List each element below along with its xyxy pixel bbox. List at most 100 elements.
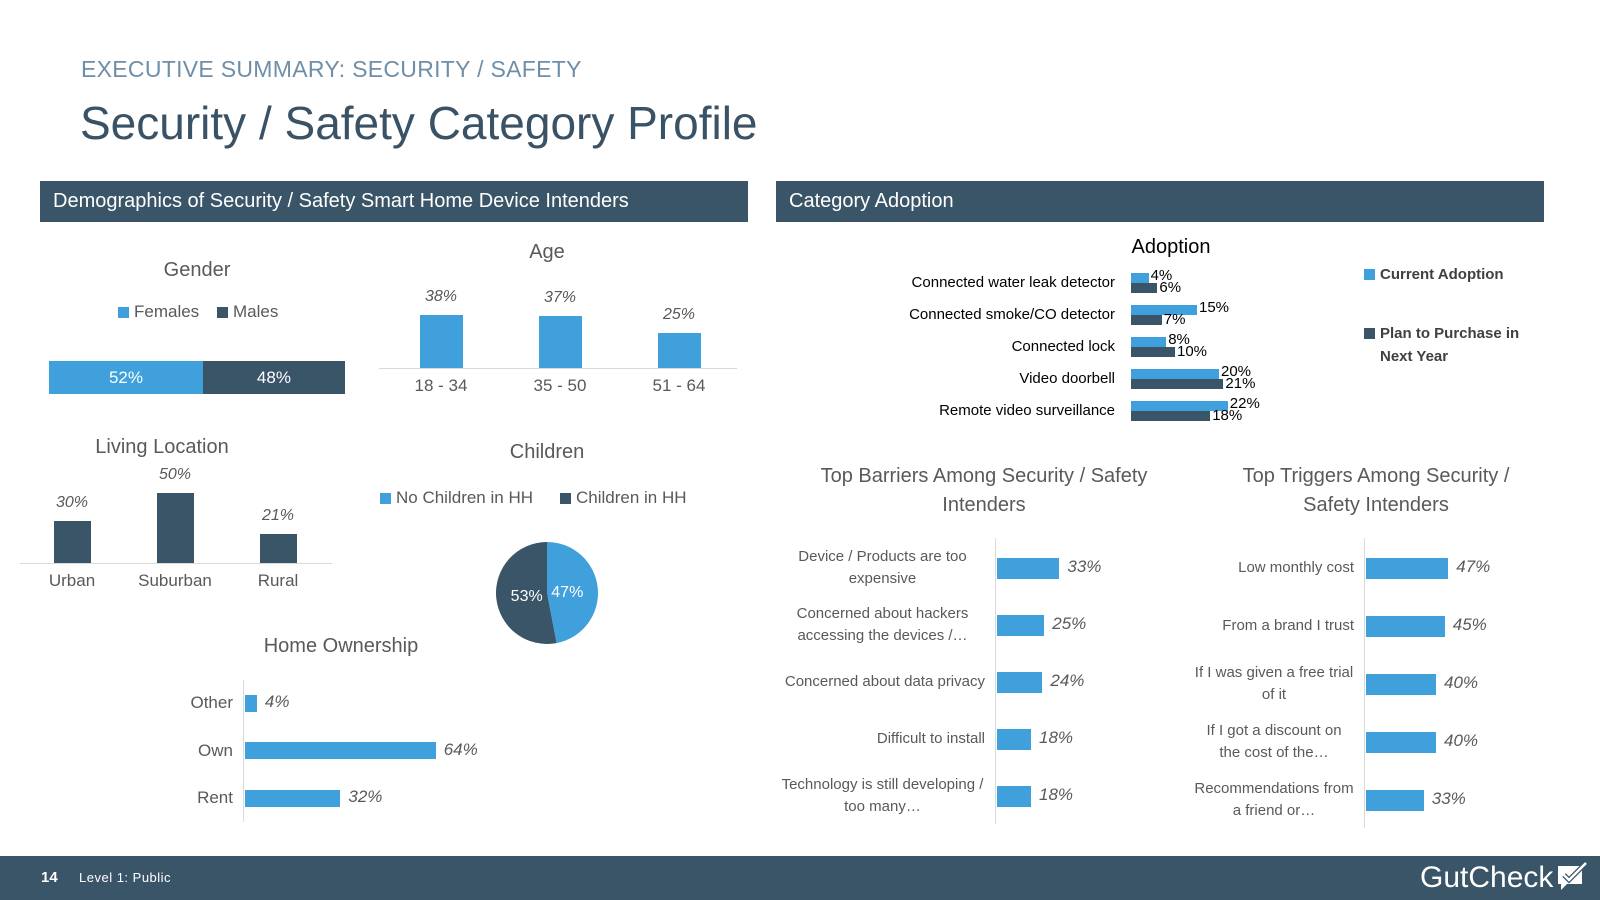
category-text: Own	[198, 740, 233, 760]
category-label: Connected lock	[1011, 338, 1115, 355]
section-kicker: EXECUTIVE SUMMARY: SECURITY / SAFETY	[81, 56, 582, 82]
category-label: If I was given a free trial of it	[1194, 660, 1354, 708]
data-label: 18%	[1039, 728, 1074, 747]
age-axis	[379, 368, 737, 369]
category-text: Rent	[197, 788, 233, 807]
row-bar	[1366, 789, 1424, 811]
data-label: 21%	[261, 506, 295, 524]
gender-bar-females: 52%	[49, 361, 203, 394]
row-bar	[997, 614, 1045, 636]
legend-label: Plan to Purchase in Next Year	[1380, 325, 1520, 365]
checkmark-icon	[1558, 862, 1589, 890]
row-bar	[1366, 615, 1445, 637]
category-label: From a brand I trust	[1194, 602, 1354, 650]
children-legend-no-children: No Children in HH	[380, 488, 533, 508]
data-label: 6%	[1159, 279, 1182, 296]
logo-text: GutCheck	[1420, 861, 1554, 894]
category-label: Suburban	[138, 571, 212, 590]
data-label: 45%	[1452, 615, 1487, 634]
category-text: From a brand I trust	[1222, 617, 1354, 634]
row-bar	[1131, 401, 1228, 411]
data-label: 4%	[1150, 267, 1173, 284]
legend-label: Males	[233, 302, 279, 321]
data-label: 30%	[55, 494, 89, 511]
category-text: Other	[190, 693, 233, 712]
data-label: 33%	[1067, 557, 1102, 576]
data-label: 40%	[1444, 673, 1479, 692]
data-label: 32%	[348, 787, 383, 806]
category-label: Connected water leak detector	[911, 274, 1115, 291]
category-label: 35 - 50	[533, 376, 587, 395]
data-label: 7%	[1163, 311, 1186, 328]
legend-swatch-icon	[380, 492, 391, 504]
home-ownership-axis	[243, 680, 244, 822]
category-label: Concerned about hackers accessing the de…	[780, 601, 985, 649]
data-label: 40%	[1444, 731, 1479, 750]
legend-swatch-icon	[1364, 328, 1375, 339]
category-label: Urban	[48, 571, 96, 590]
row-bar	[997, 785, 1032, 807]
barriers-title: Top Barriers Among Security / Safety Int…	[820, 465, 1148, 516]
data-label: 15%	[1199, 299, 1230, 316]
data-label: 37%	[543, 289, 577, 307]
gender-title: Gender	[163, 259, 231, 281]
legend-swatch-icon	[217, 306, 228, 318]
living-location-axis	[20, 563, 332, 564]
data-label: 47%	[1456, 557, 1491, 576]
data-label: 64%	[443, 739, 478, 759]
row-bar	[997, 671, 1043, 693]
column-bar	[657, 333, 701, 368]
legend-swatch-icon	[1364, 269, 1375, 280]
barriers-axis	[995, 538, 996, 824]
column-bar	[538, 316, 582, 368]
row-bar	[1366, 673, 1436, 695]
row-bar	[1131, 283, 1158, 293]
category-label: Recommendations from a friend or…	[1194, 776, 1354, 824]
data-label: 21%	[1225, 375, 1256, 392]
data-label: 8%	[1168, 331, 1190, 348]
data-label: 20%	[1221, 363, 1252, 380]
data-label: 50%	[158, 466, 192, 483]
row-bar	[997, 557, 1060, 579]
pie-slice-label: 47%	[551, 584, 583, 601]
category-adoption-header: Category Adoption	[776, 181, 1544, 222]
gutcheck-logo: GutCheck	[1420, 861, 1589, 895]
demographics-header: Demographics of Security / Safety Smart …	[40, 181, 748, 222]
children-title: Children	[509, 441, 585, 463]
page-number: 14	[41, 869, 58, 886]
row-bar	[1366, 557, 1449, 579]
category-label: Other	[113, 691, 233, 715]
legend-swatch-icon	[118, 306, 129, 318]
legend-label: No Children in HH	[396, 488, 533, 507]
category-label: Own	[113, 739, 233, 763]
category-text: Device / Products are too expensive	[798, 548, 967, 587]
category-label: 18 - 34	[414, 376, 468, 395]
data-label: 38%	[424, 287, 458, 305]
data-label: 22%	[1229, 395, 1260, 412]
age-title: Age	[529, 241, 565, 263]
gender-legend-males: Males	[217, 302, 278, 322]
row-bar	[1131, 379, 1224, 389]
row-bar	[245, 789, 341, 807]
category-text: If I got a discount on the cost of the…	[1206, 722, 1342, 761]
category-label: Rent	[113, 786, 233, 810]
category-text: Concerned about data privacy	[784, 673, 985, 690]
data-label: 4%	[264, 692, 290, 711]
data-label: 10%	[1177, 343, 1208, 360]
row-bar	[997, 728, 1032, 750]
home-ownership-title: Home Ownership	[263, 635, 419, 657]
category-label: Connected smoke/CO detector	[909, 306, 1115, 323]
adoption-title: Adoption	[1131, 236, 1211, 258]
page-title: Security / Safety Category Profile	[80, 97, 758, 149]
living-location-title: Living Location	[95, 436, 229, 458]
pie-slice-label: 53%	[511, 588, 543, 605]
row-bar	[1131, 315, 1162, 325]
data-label: 48%	[256, 367, 291, 387]
legend-label: Children in HH	[576, 488, 687, 507]
legend-label: Females	[134, 302, 200, 321]
column-bar	[419, 314, 463, 368]
category-text: Low monthly cost	[1238, 559, 1354, 576]
row-bar	[1131, 347, 1175, 357]
legend-swatch-icon	[560, 492, 571, 504]
category-text: Concerned about hackers accessing the de…	[796, 605, 969, 644]
